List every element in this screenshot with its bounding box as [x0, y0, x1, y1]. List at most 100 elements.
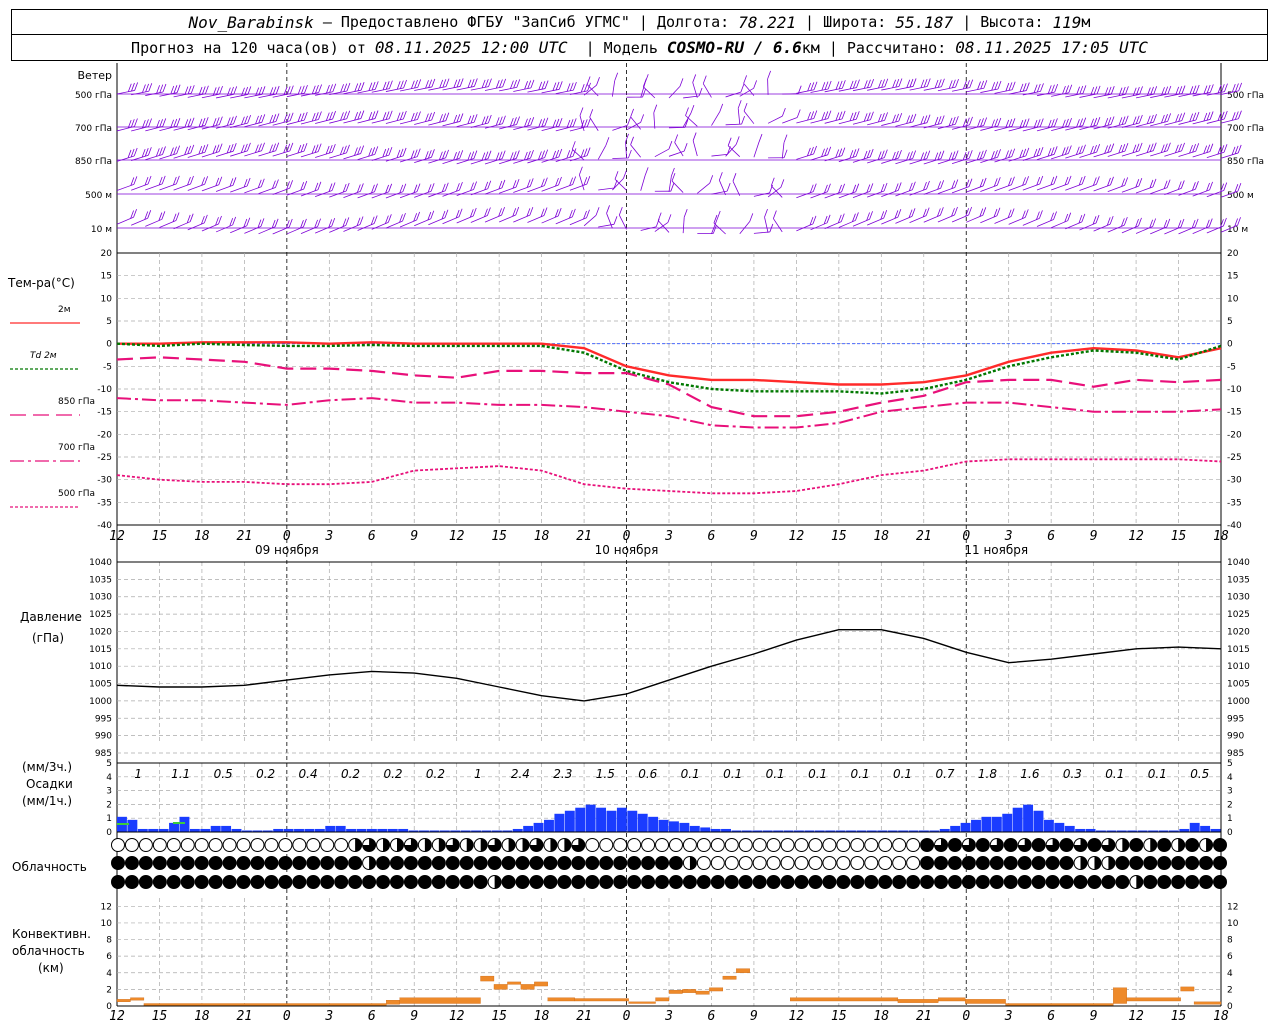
cloud-symbol	[152, 856, 167, 870]
pressure-panel: 1040 1040 1035 1035 1030 1030 1025 1025 1020 1020…	[89, 558, 1250, 759]
wind-barb	[258, 113, 280, 127]
hour-label-top: 21	[916, 529, 932, 544]
wind-barb	[810, 110, 832, 124]
wind-barb	[484, 115, 506, 129]
wind-barb	[1220, 144, 1242, 159]
pressure-tick-right: 1025	[1227, 610, 1250, 620]
precip-bar	[1064, 825, 1075, 832]
wind-barb	[1022, 210, 1043, 226]
alt-unit: м	[1081, 13, 1091, 31]
precip-tick-left: 2	[106, 800, 112, 810]
wind-barb	[768, 149, 788, 159]
wind-barb	[173, 85, 195, 98]
cloud-symbol	[710, 838, 725, 852]
wind-barb	[994, 148, 1016, 163]
conv-tick-left: 6	[106, 952, 112, 962]
wind-barb	[796, 81, 818, 94]
wind-barb	[145, 211, 166, 227]
hour-label-top: 15	[491, 529, 507, 544]
pressure-tick-right: 1010	[1227, 662, 1250, 672]
cloud-symbol	[1017, 856, 1032, 870]
wind-barb	[895, 78, 917, 91]
wind-barb	[810, 214, 831, 231]
panel-labels: Ветер Тем-ра(°C) Давление (гПа) (мм/3ч.)…	[7, 69, 112, 975]
wind-barb	[909, 150, 931, 165]
wind-barb	[442, 150, 464, 164]
cloud-symbol	[1003, 838, 1018, 852]
precip-3h-amount: 0.2	[426, 767, 445, 781]
conv-bar	[965, 999, 1006, 1004]
cloud-symbol	[1031, 875, 1046, 889]
wind-barb	[909, 180, 930, 196]
cloud-symbol	[362, 856, 377, 870]
lon-label: Долгота:	[656, 13, 730, 31]
wind-barb	[201, 215, 222, 232]
wind-barb	[145, 83, 167, 96]
precip-bar	[606, 810, 617, 832]
wind-barb	[131, 118, 152, 132]
wind-barb	[668, 119, 689, 129]
wind-barb	[727, 137, 741, 157]
precip-bar	[700, 827, 711, 832]
cloud-symbol	[1213, 838, 1227, 852]
wind-barb	[1220, 82, 1243, 95]
cloud-symbol	[334, 838, 349, 852]
wind-barb	[456, 181, 477, 197]
alt-label: Высота:	[980, 13, 1044, 31]
cloud-symbol	[403, 838, 418, 852]
cloud-symbol	[320, 838, 335, 852]
wind-barb	[1192, 143, 1214, 158]
cloud-symbol	[1171, 856, 1186, 870]
precip-3h-amount: 0.4	[299, 767, 318, 781]
hour-label-bottom: 6	[708, 1009, 716, 1024]
wind-barb	[173, 144, 195, 159]
wind-barb	[286, 111, 308, 125]
wind-barb	[626, 114, 645, 131]
wind-barb	[371, 110, 393, 124]
cloud-symbol	[376, 856, 391, 870]
wind-barb	[541, 81, 563, 94]
cloud-symbol	[138, 838, 153, 852]
precip-3h-amount: 1.5	[596, 767, 615, 781]
wind-barb	[187, 144, 209, 158]
wind-barb	[258, 179, 279, 195]
wind-barb	[527, 149, 549, 164]
wind-barb	[258, 142, 280, 157]
cloud-symbol	[529, 875, 544, 889]
wind-barb	[838, 111, 860, 125]
wind-barb	[838, 183, 860, 199]
pressure-tick-right: 985	[1227, 749, 1244, 759]
cloud-symbol	[124, 875, 139, 889]
hour-label-bottom: 21	[916, 1009, 932, 1024]
cloud-symbol	[934, 875, 949, 889]
conv-bar	[386, 1000, 400, 1005]
legend-label-4: 500 гПа	[58, 489, 95, 499]
hour-label-bottom: 18	[534, 1009, 550, 1024]
temp-tick-left: -20	[97, 430, 112, 440]
cloud-symbol	[655, 838, 670, 852]
temp-tick-right: -5	[1227, 362, 1236, 372]
wind-barb	[244, 114, 266, 128]
cloud-symbol	[348, 856, 363, 870]
wind-barb	[357, 110, 379, 124]
cloud-symbol	[501, 838, 516, 852]
temp-tick-left: 0	[106, 340, 112, 350]
hour-label-bottom: 3	[324, 1009, 333, 1024]
cloud-symbol	[348, 838, 363, 852]
wind-barb	[215, 86, 238, 99]
wind-barb	[159, 175, 180, 191]
wind-barb	[116, 176, 138, 191]
wind-barb	[685, 107, 698, 127]
cloud-symbol	[613, 875, 628, 889]
cloud-symbol	[1199, 875, 1214, 889]
wind-barb	[626, 88, 646, 98]
wind-barb	[215, 143, 237, 157]
temp-tick-right: -10	[1227, 385, 1242, 395]
precip-bar	[741, 830, 752, 832]
wind-barb	[145, 146, 166, 161]
wind-barb	[286, 84, 308, 98]
wind-barb	[499, 116, 520, 130]
wind-barb	[315, 144, 336, 158]
cloud-symbol	[1185, 875, 1200, 889]
